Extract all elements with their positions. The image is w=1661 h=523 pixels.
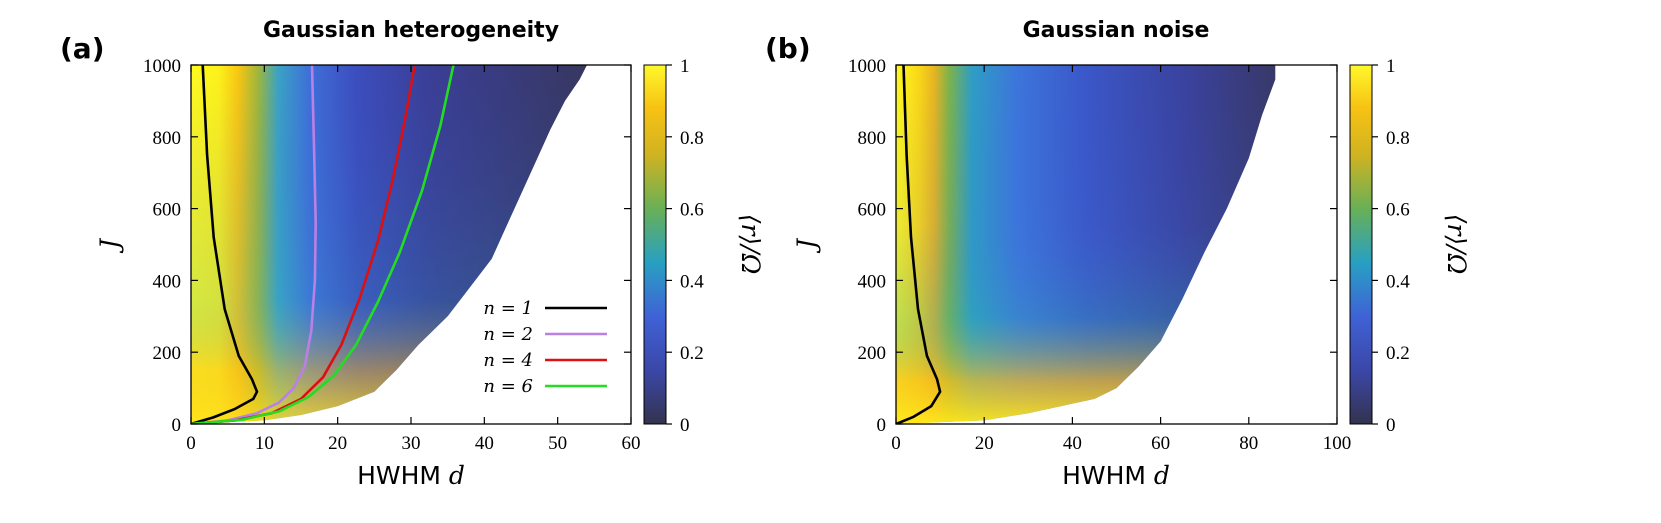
heatmap-overlay-b [896,65,1276,424]
x-tick-label-b: 80 [1239,433,1258,454]
colorbar-label-b: ⟨r⟩/Ω [1442,214,1471,275]
x-tick-label-a: 40 [475,433,494,454]
x-axis-label-a: HWHM d [357,461,465,490]
colorbar-tick-label-a: 0.2 [680,343,704,364]
x-tick-label-b: 20 [975,433,994,454]
y-ticks-b: 0 200 400 600 800 1000 [848,56,1337,436]
y-tick-label-b: 800 [858,128,887,149]
y-tick-label-a: 600 [153,200,182,221]
colorbar-ticks-b: 0 0.2 0.4 0.6 0.8 1 [1372,56,1410,436]
curve-a-2 [191,65,318,424]
panel-label-b: (b) [765,32,811,65]
legend-label-4: n = 6 [483,376,533,397]
colorbar-tick-label-b: 0.2 [1386,343,1410,364]
y-tick-label-b: 200 [858,343,887,364]
legend-label-2: n = 2 [483,324,533,345]
curve-a-4 [191,65,455,424]
x-ticks-a: 0 10 20 30 40 50 60 [186,65,641,454]
colorbar-tick-label-b: 0 [1386,415,1396,436]
x-tick-label-a: 50 [548,433,567,454]
heatmap-overlay-a [191,65,587,424]
legend-a: n = 1 n = 2 n = 4 n = 6 [483,298,607,397]
y-axis-label-b: J [792,237,821,254]
colorbar-a [643,64,667,425]
chart-title-b: Gaussian noise [1023,18,1210,43]
y-tick-label-b: 400 [858,271,887,292]
x-tick-label-b: 0 [891,433,901,454]
panel-b: (b) Gaussian noise 0 20 40 60 80 100 0 200 400 6… [765,18,1471,490]
x-axis-label-text-b: HWHM [1062,461,1146,490]
colorbar-tick-label-b: 0.6 [1386,200,1410,221]
x-tick-label-a: 0 [186,433,196,454]
panel-a: (a) Gaussian heterogeneity 0 10 20 30 40 50 60… [60,18,765,490]
curves-a [191,65,455,424]
colorbar-label-a: ⟨r⟩/Ω [736,214,765,275]
colorbar-b [1349,64,1373,425]
y-tick-label-b: 1000 [848,56,886,77]
panel-label-a: (a) [60,32,105,65]
x-axis-var-b: d [1154,461,1170,490]
x-ticks-b: 0 20 40 60 80 100 [891,65,1351,454]
colorbar-tick-label-a: 0.8 [680,128,704,149]
curve-a-1 [191,65,259,424]
y-tick-label-a: 400 [153,271,182,292]
x-tick-label-a: 20 [328,433,347,454]
x-tick-label-b: 100 [1323,433,1352,454]
curves-b [896,65,942,424]
x-axis-label-text-a: HWHM [357,461,441,490]
chart-title-a: Gaussian heterogeneity [263,18,559,43]
colorbar-ticks-a: 0 0.2 0.4 0.6 0.8 1 [666,56,704,436]
x-axis-label-b: HWHM d [1062,461,1170,490]
x-tick-label-b: 60 [1151,433,1170,454]
y-tick-label-a: 0 [172,415,182,436]
colorbar-tick-label-a: 0.6 [680,200,704,221]
colorbar-tick-label-b: 0.8 [1386,128,1410,149]
y-ticks-a: 0 200 400 600 800 1000 [143,56,631,436]
x-tick-label-a: 30 [402,433,421,454]
y-tick-label-a: 1000 [143,56,181,77]
y-tick-label-a: 200 [153,343,182,364]
legend-label-3: n = 4 [483,350,533,371]
y-tick-label-b: 0 [877,415,887,436]
colorbar-tick-label-a: 0 [680,415,690,436]
x-tick-label-b: 40 [1063,433,1082,454]
x-tick-label-a: 60 [622,433,641,454]
legend-label-1: n = 1 [483,298,533,319]
y-tick-label-b: 600 [858,200,887,221]
plot-frame-b [895,64,1338,425]
x-tick-label-a: 10 [255,433,274,454]
colorbar-tick-label-b: 1 [1386,56,1396,77]
y-tick-label-a: 800 [153,128,182,149]
x-axis-var-a: d [449,461,465,490]
colorbar-tick-label-a: 1 [680,56,690,77]
y-axis-label-a: J [95,237,124,254]
colorbar-tick-label-a: 0.4 [680,271,704,292]
curve-b-1 [896,65,942,424]
colorbar-tick-label-b: 0.4 [1386,271,1410,292]
